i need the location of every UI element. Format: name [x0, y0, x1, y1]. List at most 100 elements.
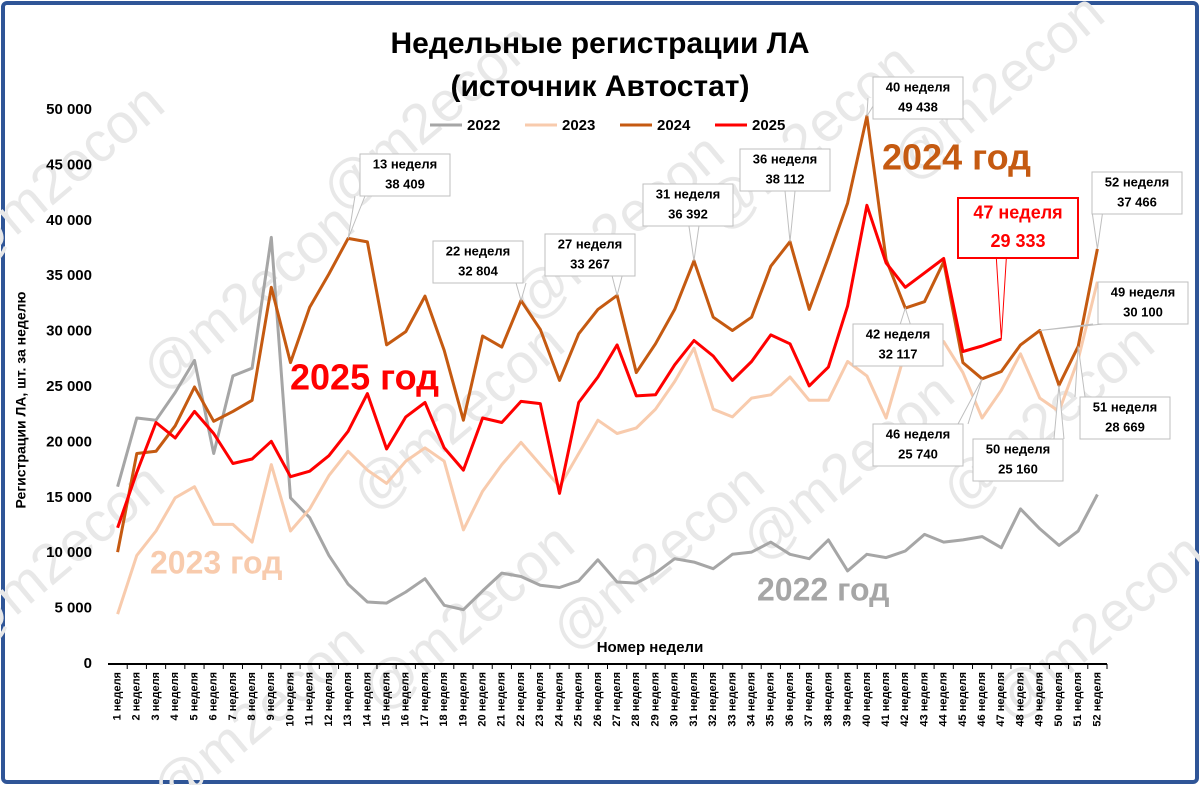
y-tick-label: 35 000: [46, 267, 92, 284]
x-tick-label: 45 неделя: [957, 672, 969, 727]
x-tick-label: 9 неделя: [265, 672, 277, 720]
callout-box: [1079, 396, 1171, 440]
x-tick-label: 13 неделя: [342, 672, 354, 727]
y-axis-label: Регистрации ЛА, шт. за неделю: [13, 292, 29, 509]
x-tick-label: 31 неделя: [688, 672, 700, 727]
callout-pointer: [515, 282, 527, 303]
callout-text: 28 669: [1105, 419, 1145, 434]
y-tick-label: 50 000: [46, 101, 92, 118]
y-tick-label: 30 000: [46, 323, 92, 340]
callout-text: 32 804: [458, 263, 499, 278]
y-tick-label: 5 000: [54, 600, 92, 617]
y-tick-label: 0: [84, 655, 92, 672]
x-tick-label: 50 неделя: [1053, 672, 1065, 727]
x-tick-label: 51 неделя: [1072, 672, 1084, 727]
x-tick-label: 38 неделя: [822, 672, 834, 727]
callout-text: 25 160: [998, 461, 1038, 476]
series-line: [116, 114, 1099, 553]
legend-label: 2022: [467, 117, 500, 134]
callout-box: [972, 438, 1064, 482]
callout-text: 31 неделя: [656, 186, 720, 201]
callout-box: [432, 240, 524, 284]
callout-text: 25 740: [898, 446, 938, 461]
legend-label: 2025: [752, 117, 785, 134]
x-tick-label: 48 неделя: [1014, 672, 1026, 727]
callout-pointer: [899, 306, 911, 325]
callout-text: 30 100: [1123, 304, 1163, 319]
callout-box: [544, 233, 636, 277]
y-tick-label: 25 000: [46, 378, 92, 395]
callout-pointer: [1074, 346, 1086, 398]
callout-text: 29 333: [990, 231, 1045, 251]
x-tick-label: 17 неделя: [419, 672, 431, 727]
callout-text: 40 неделя: [886, 79, 950, 94]
x-tick-label: 41 неделя: [880, 672, 892, 727]
callout-text: 52 неделя: [1105, 174, 1169, 189]
x-tick-label: 8 неделя: [246, 672, 258, 720]
callout-box: [642, 183, 734, 227]
series-line: [116, 235, 1099, 612]
callout-text: 27 неделя: [558, 236, 622, 251]
callout-pointer: [1091, 213, 1103, 249]
chart-title: Недельные регистрации ЛА: [390, 27, 809, 60]
series-big-label: 2025 год: [290, 357, 439, 398]
callout-text: 49 438: [898, 99, 938, 114]
callout-box: [1091, 171, 1183, 215]
x-tick-label: 28 неделя: [630, 672, 642, 727]
callout-box: [852, 323, 944, 367]
series-big-label: 2023 год: [150, 544, 282, 580]
callout-text: 36 392: [668, 206, 708, 221]
x-tick-label: 25 неделя: [573, 672, 585, 727]
x-tick-label: 19 неделя: [457, 672, 469, 727]
x-tick-label: 7 неделя: [227, 672, 239, 720]
callout-box: [872, 423, 964, 467]
callout-text: 13 неделя: [373, 156, 437, 171]
x-tick-label: 34 неделя: [745, 672, 757, 727]
callout-text: 38 112: [765, 171, 804, 186]
callout-text: 46 неделя: [886, 426, 950, 441]
x-tick-label: 10 неделя: [284, 672, 296, 727]
x-tick-label: 42 неделя: [899, 672, 911, 727]
callout-pointer: [1039, 323, 1104, 331]
series-line: [116, 203, 1002, 529]
chart-title: (источник Автостат): [450, 70, 749, 103]
x-tick-label: 15 неделя: [380, 672, 392, 727]
callout-text: 50 неделя: [986, 441, 1050, 456]
x-tick-label: 30 неделя: [669, 672, 681, 727]
x-tick-label: 46 неделя: [976, 672, 988, 727]
x-tick-label: 18 неделя: [438, 672, 450, 727]
series-big-label: 2022 год: [757, 571, 889, 607]
y-tick-label: 40 000: [46, 212, 92, 229]
x-tick-label: 39 неделя: [842, 672, 854, 727]
series-big-label: 2024 год: [882, 137, 1031, 178]
callout-pointer: [1053, 385, 1065, 440]
x-tick-label: 43 неделя: [918, 672, 930, 727]
x-tick-label: 52 неделя: [1091, 672, 1103, 727]
callout-pointer: [995, 257, 1007, 340]
x-tick-label: 35 неделя: [765, 672, 777, 727]
y-tick-label: 45 000: [46, 156, 92, 173]
callout-pointer: [957, 378, 983, 425]
callout-box: [1097, 281, 1189, 325]
legend-label: 2024: [657, 117, 691, 134]
y-tick-label: 15 000: [46, 489, 92, 506]
x-tick-label: 23 неделя: [534, 672, 546, 727]
x-tick-label: 12 неделя: [323, 672, 335, 727]
x-tick-label: 32 неделя: [707, 672, 719, 727]
callout-text: 32 117: [878, 346, 917, 361]
x-tick-label: 26 неделя: [592, 672, 604, 727]
callout-box: [957, 197, 1079, 259]
legend-label: 2023: [562, 117, 595, 134]
x-tick-label: 4 неделя: [169, 672, 181, 720]
y-tick-label: 10 000: [46, 544, 92, 561]
x-tick-label: 1 неделя: [112, 672, 124, 720]
callout-pointer: [688, 225, 700, 261]
x-tick-label: 24 неделя: [553, 672, 565, 727]
callout-box: [359, 153, 451, 197]
x-tick-label: 27 неделя: [611, 672, 623, 727]
x-tick-label: 16 неделя: [400, 672, 412, 727]
callout-box: [872, 76, 964, 120]
x-tick-label: 22 неделя: [515, 672, 527, 727]
